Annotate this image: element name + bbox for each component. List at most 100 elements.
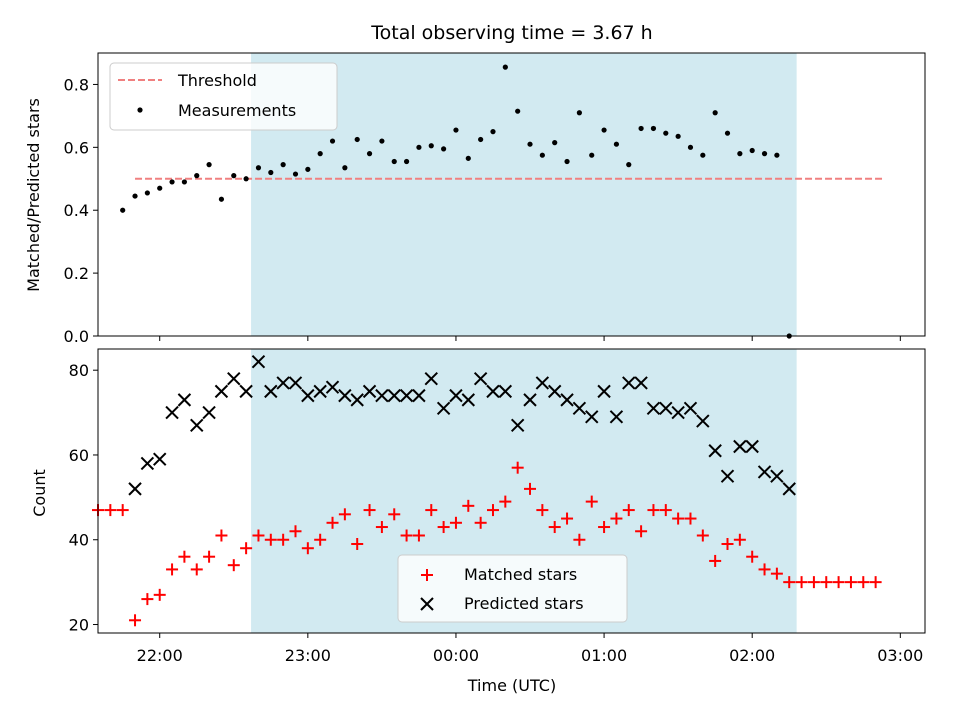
bottom-xtick-label: 01:00	[581, 646, 627, 665]
predicted-star-point	[313, 384, 327, 399]
predicted-star-point	[671, 405, 685, 420]
predicted-star-point	[412, 388, 426, 403]
predicted-star-stroke	[449, 388, 463, 403]
predicted-star-point	[239, 384, 253, 399]
predicted-star-stroke	[622, 376, 636, 390]
predicted-star-stroke	[325, 380, 340, 394]
predicted-star-stroke	[375, 388, 389, 403]
predicted-star-point	[362, 384, 377, 399]
measurement-point	[305, 166, 311, 172]
matched-star-point	[425, 504, 438, 517]
matched-star-point	[388, 508, 401, 521]
measurement-point	[441, 146, 447, 152]
measurement-point	[453, 127, 459, 133]
predicted-star-point	[757, 465, 772, 479]
observing-window-shade	[251, 53, 797, 336]
measurement-point	[169, 179, 175, 185]
predicted-star-point	[622, 376, 636, 390]
bottom-ylabel: Count	[30, 469, 49, 517]
predicted-star-stroke	[572, 401, 587, 416]
matched-star-point	[129, 614, 142, 627]
predicted-star-point	[338, 388, 352, 403]
top-legend-box	[109, 62, 338, 131]
matched-star-point	[499, 495, 512, 508]
measurement-point	[280, 162, 286, 168]
bottom-xlabel: Time (UTC)	[467, 676, 556, 695]
predicted-star-point	[177, 393, 192, 407]
predicted-star-point	[609, 410, 624, 424]
predicted-star-stroke	[128, 482, 142, 496]
matched-star-point	[598, 521, 611, 534]
matched-star-point	[548, 521, 561, 534]
measurement-point	[157, 185, 163, 191]
measurement-point	[626, 162, 632, 168]
measurement-point	[329, 138, 336, 144]
measurements-legend-label: Measurements	[178, 101, 296, 120]
matched-star-point	[437, 521, 450, 534]
matched-star-point	[474, 516, 487, 529]
predicted-star-stroke	[659, 401, 673, 416]
predicted-star-stroke	[498, 384, 513, 399]
predicted-legend-label: Predicted stars	[464, 594, 584, 613]
matched-star-point	[635, 525, 648, 538]
matched-star-point	[647, 504, 660, 517]
matched-star-point	[486, 504, 499, 517]
predicted-star-point	[547, 384, 562, 399]
predicted-star-point	[683, 401, 698, 416]
matched-star-point	[301, 542, 314, 555]
predicted-star-point	[560, 393, 574, 407]
bottom-ytick-label: 60	[69, 446, 89, 465]
matched-star-point	[190, 563, 203, 576]
predicted-star-point	[190, 418, 204, 433]
measurement-point	[515, 108, 521, 114]
measurement-point	[774, 152, 780, 158]
predicted-star-stroke	[461, 393, 476, 407]
matched-star-point	[412, 529, 425, 542]
bottom-xtick-label: 22:00	[137, 646, 183, 665]
measurement-point	[465, 155, 471, 161]
matched-star-point	[733, 533, 746, 546]
matched-star-point	[844, 576, 857, 589]
predicted-star-point	[301, 388, 315, 403]
predicted-star-stroke	[560, 393, 574, 407]
predicted-star-stroke	[387, 388, 401, 403]
measurement-point	[268, 169, 274, 176]
bottom-xtick-label: 02:00	[729, 646, 775, 665]
matched-star-point	[338, 508, 351, 521]
predicted-star-stroke	[362, 384, 377, 399]
predicted-star-stroke	[745, 439, 759, 454]
predicted-star-stroke	[510, 418, 525, 433]
matched-star-point	[240, 542, 253, 555]
bottom-ytick-label: 80	[69, 361, 89, 380]
matched-star-point	[203, 550, 216, 563]
predicted-star-stroke	[153, 452, 167, 466]
top-ytick-label: 0.6	[64, 138, 89, 157]
matched-star-point	[561, 512, 574, 525]
measurement-point	[379, 138, 385, 144]
predicted-star-point	[634, 376, 648, 390]
top-ytick-label: 0.2	[64, 264, 89, 283]
predicted-star-point	[659, 401, 673, 416]
matched-star-point	[252, 529, 265, 542]
predicted-star-point	[498, 384, 513, 399]
matched-star-point	[351, 537, 364, 550]
measurement-point	[342, 165, 348, 171]
predicted-star-stroke	[585, 410, 599, 424]
measurement-point	[650, 125, 657, 132]
measurement-point	[638, 125, 644, 132]
predicted-star-point	[436, 401, 451, 416]
measurement-point	[761, 151, 768, 157]
matched-star-point	[326, 516, 339, 529]
matched-star-point	[277, 533, 290, 546]
top-panel: 0.00.20.40.60.8 Matched/Predicted stars …	[24, 52, 926, 346]
predicted-star-point	[720, 469, 735, 483]
predicted-star-stroke	[412, 388, 426, 403]
predicted-star-point	[165, 405, 179, 420]
predicted-star-point	[153, 452, 167, 466]
predicted-star-stroke	[733, 439, 747, 454]
predicted-star-stroke	[288, 376, 303, 390]
predicted-star-point	[350, 393, 364, 407]
predicted-star-point	[375, 388, 389, 403]
predicted-star-point	[646, 401, 661, 416]
matched-star-point	[610, 512, 623, 525]
